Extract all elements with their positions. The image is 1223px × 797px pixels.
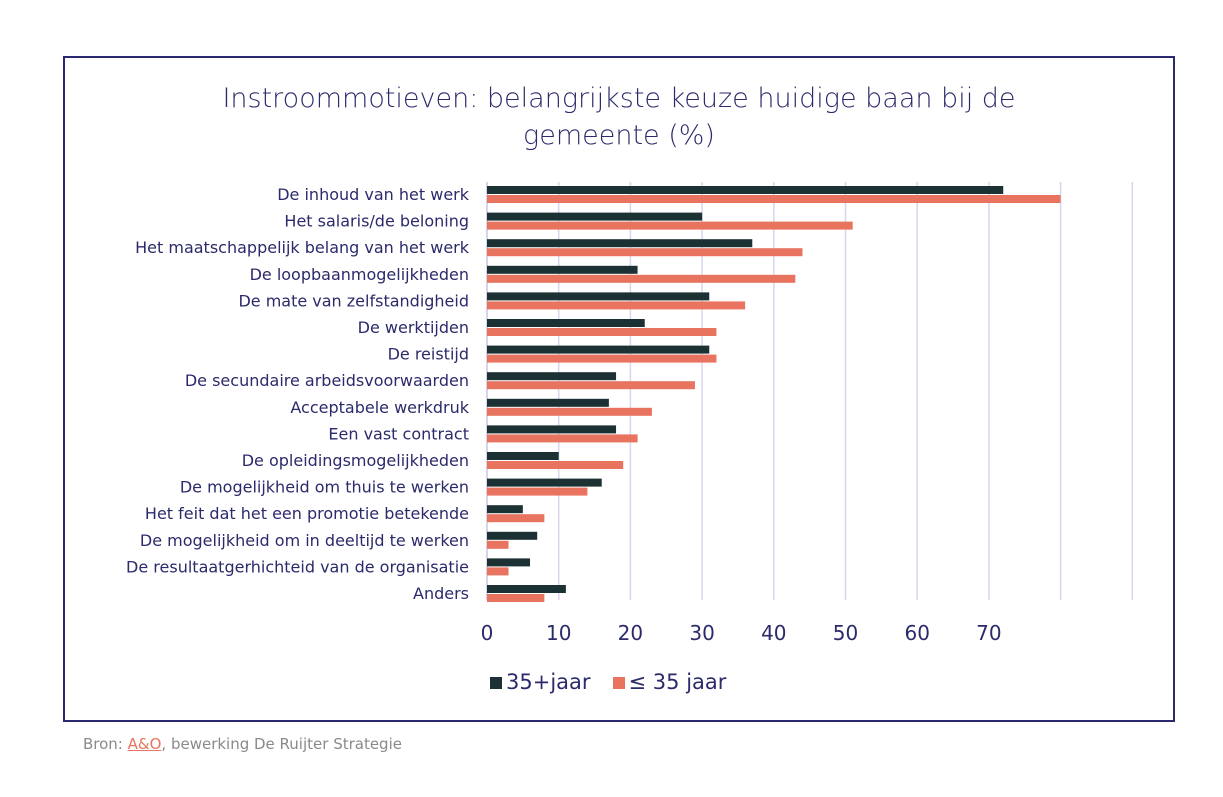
bar-35min bbox=[487, 461, 624, 469]
bar-35min bbox=[487, 514, 545, 523]
bar-35min bbox=[487, 195, 1061, 203]
category-label: Het feit dat het een promotie betekende bbox=[145, 504, 469, 523]
x-tick-label: 60 bbox=[904, 621, 929, 645]
x-tick-label: 10 bbox=[546, 621, 571, 645]
bar-35plus bbox=[487, 239, 753, 248]
bar-35min bbox=[487, 221, 853, 230]
category-label: De resultaatgerhichteid van de organisat… bbox=[126, 557, 469, 576]
bar-35min bbox=[487, 434, 638, 443]
x-tick-label: 30 bbox=[689, 621, 714, 645]
category-label: De mate van zelfstandigheid bbox=[238, 291, 469, 310]
category-label: De secundaire arbeidsvoorwaarden bbox=[185, 371, 469, 390]
bar-35min bbox=[487, 328, 717, 336]
category-label: Anders bbox=[413, 584, 469, 603]
bar-35plus bbox=[487, 585, 566, 593]
bar-35plus bbox=[487, 186, 1004, 194]
bar-35min bbox=[487, 407, 652, 416]
category-label: Het maatschappelijk belang van het werk bbox=[135, 238, 470, 257]
chart-title: Instroommotieven: belangrijkste keuze hu… bbox=[222, 83, 1016, 151]
chart-frame bbox=[63, 56, 1175, 722]
bar-35min bbox=[487, 594, 545, 602]
bar-35plus bbox=[487, 531, 538, 540]
legend-item-35min: ≤ 35 jaar bbox=[612, 670, 726, 694]
bar-35plus bbox=[487, 558, 531, 567]
bar-35min bbox=[487, 354, 717, 363]
category-label: De loopbaanmogelijkheden bbox=[250, 265, 469, 284]
legend: 35+jaar ≤ 35 jaar bbox=[490, 670, 726, 694]
source-note: Bron: A&O, bewerking De Ruijter Strategi… bbox=[83, 735, 402, 753]
bar-35min bbox=[487, 487, 588, 496]
x-tick-label: 40 bbox=[761, 621, 786, 645]
bar-35plus bbox=[487, 319, 645, 327]
category-label: De inhoud van het werk bbox=[277, 185, 470, 204]
bar-35min bbox=[487, 381, 695, 390]
legend-swatch bbox=[612, 677, 625, 689]
source-link[interactable]: A&O bbox=[127, 735, 162, 753]
bar-35plus bbox=[487, 345, 710, 354]
x-tick-label: 0 bbox=[481, 621, 494, 645]
bar-35min bbox=[487, 274, 796, 283]
x-tick-label: 20 bbox=[618, 621, 643, 645]
bar-35plus bbox=[487, 292, 710, 301]
category-label: De mogelijkheid om in deeltijd te werken bbox=[140, 531, 469, 550]
legend-item-35plus: 35+jaar bbox=[490, 670, 591, 694]
bar-35plus bbox=[487, 265, 638, 274]
bar-35plus bbox=[487, 372, 617, 381]
category-label: De werktijden bbox=[358, 318, 469, 337]
bar-35plus bbox=[487, 505, 523, 514]
bar-35min bbox=[487, 567, 509, 576]
bar-35min bbox=[487, 248, 803, 257]
category-label: Een vast contract bbox=[328, 424, 469, 443]
category-label: De reistijd bbox=[388, 345, 469, 364]
bar-35plus bbox=[487, 452, 559, 460]
bar-35plus bbox=[487, 212, 703, 221]
category-label: Acceptabele werkdruk bbox=[290, 398, 469, 417]
category-label: De opleidingsmogelijkheden bbox=[242, 451, 469, 470]
category-label: De mogelijkheid om thuis te werken bbox=[180, 478, 469, 497]
bar-35min bbox=[487, 540, 509, 549]
x-tick-label: 70 bbox=[976, 621, 1001, 645]
bar-35plus bbox=[487, 398, 609, 407]
bar-35plus bbox=[487, 425, 617, 434]
bar-35plus bbox=[487, 478, 602, 487]
bar-35min bbox=[487, 301, 746, 310]
legend-swatch bbox=[490, 677, 502, 689]
category-label: Het salaris/de beloning bbox=[284, 212, 469, 231]
x-tick-label: 50 bbox=[833, 621, 858, 645]
